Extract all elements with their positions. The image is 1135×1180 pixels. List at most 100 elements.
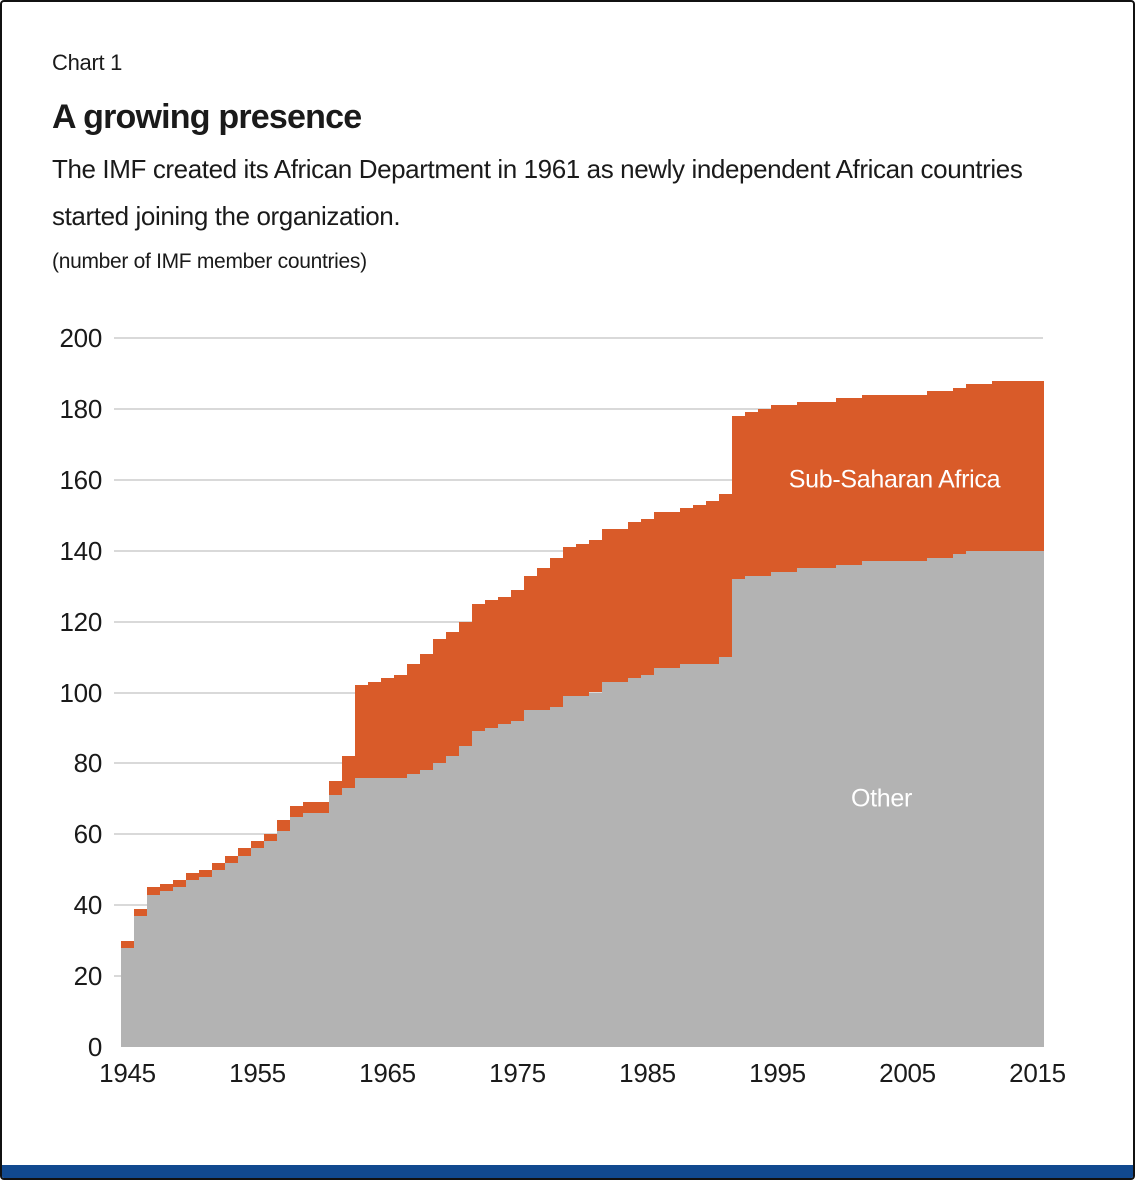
bar-1969-sub-saharan-africa — [433, 639, 446, 764]
bar-1954-sub-saharan-africa — [238, 848, 251, 856]
bar-1981-sub-saharan-africa — [589, 540, 602, 693]
bar-1995-other — [771, 571, 784, 1047]
bar-1951-other — [199, 876, 212, 1047]
bar-2014-sub-saharan-africa — [1018, 380, 1031, 551]
bar-1992-other — [732, 579, 745, 1047]
bar-1998-other — [810, 568, 823, 1047]
bar-1995-sub-saharan-africa — [771, 405, 784, 572]
y-tick-label-140: 140 — [59, 535, 103, 566]
bar-1951-sub-saharan-africa — [199, 869, 212, 877]
bar-1945-other — [121, 947, 134, 1047]
bar-1985-other — [641, 674, 654, 1047]
bar-2011-sub-saharan-africa — [979, 384, 992, 551]
bar-1971-other — [459, 745, 472, 1047]
bar-1977-other — [537, 710, 550, 1047]
bar-2003-sub-saharan-africa — [875, 394, 888, 562]
bar-1949-other — [173, 887, 186, 1047]
grid-line-160 — [114, 478, 1043, 481]
bar-1985-sub-saharan-africa — [641, 518, 654, 675]
bar-1978-other — [550, 706, 563, 1047]
bar-1979-other — [563, 696, 576, 1047]
bar-1948-sub-saharan-africa — [160, 883, 173, 891]
x-tick-label-1945: 1945 — [99, 1058, 156, 1088]
bar-1956-sub-saharan-africa — [264, 834, 277, 842]
bar-1974-other — [498, 724, 511, 1047]
y-tick-label-120: 120 — [59, 606, 103, 637]
chart-subtitle: The IMF created its African Department i… — [52, 154, 1023, 231]
y-tick-label-0: 0 — [87, 1032, 102, 1062]
bar-1952-sub-saharan-africa — [212, 862, 225, 870]
bar-1984-sub-saharan-africa — [628, 522, 641, 679]
bar-1992-sub-saharan-africa — [732, 415, 745, 580]
bar-1988-sub-saharan-africa — [680, 508, 693, 665]
bar-2010-other — [966, 550, 979, 1047]
y-tick-label-100: 100 — [59, 677, 103, 708]
bar-2003-other — [875, 561, 888, 1047]
bar-1974-sub-saharan-africa — [498, 596, 511, 725]
bar-2013-sub-saharan-africa — [1005, 380, 1018, 551]
bar-1999-sub-saharan-africa — [823, 401, 836, 569]
bar-2012-other — [992, 550, 1005, 1047]
bar-1987-other — [667, 667, 680, 1047]
bar-1976-sub-saharan-africa — [524, 575, 537, 711]
bar-1969-other — [433, 763, 446, 1047]
bar-2005-other — [901, 561, 914, 1047]
chart-number-label: Chart 1 — [52, 50, 123, 75]
bar-1990-other — [706, 664, 719, 1047]
x-tick-label-2015: 2015 — [1009, 1058, 1066, 1088]
bar-1960-other — [316, 813, 329, 1047]
bar-1980-other — [576, 696, 589, 1047]
bar-1947-sub-saharan-africa — [147, 887, 160, 895]
bar-1952-other — [212, 869, 225, 1047]
bar-1986-sub-saharan-africa — [654, 511, 667, 668]
bar-2015-other — [1031, 550, 1044, 1047]
bar-1955-other — [251, 848, 264, 1047]
grid-line-200 — [114, 337, 1043, 339]
y-tick-label-80: 80 — [73, 748, 103, 779]
bar-2006-other — [914, 561, 927, 1047]
bar-2014-other — [1018, 550, 1031, 1047]
bar-1970-other — [446, 756, 459, 1047]
bar-1945-sub-saharan-africa — [121, 940, 134, 948]
bar-1964-other — [368, 777, 381, 1047]
bar-1962-sub-saharan-africa — [342, 756, 355, 789]
bar-1978-sub-saharan-africa — [550, 557, 563, 707]
bar-1972-other — [472, 731, 485, 1047]
y-tick-label-180: 180 — [59, 393, 103, 424]
bar-1983-sub-saharan-africa — [615, 529, 628, 682]
bar-1975-sub-saharan-africa — [511, 589, 524, 721]
bar-1976-other — [524, 710, 537, 1047]
bar-1994-sub-saharan-africa — [758, 408, 771, 576]
bar-1950-other — [186, 880, 199, 1047]
bar-1997-other — [797, 568, 810, 1047]
bar-2008-sub-saharan-africa — [940, 391, 953, 558]
bar-1973-other — [485, 727, 498, 1047]
bar-1980-sub-saharan-africa — [576, 543, 589, 697]
bar-1946-other — [134, 915, 147, 1047]
bar-1967-sub-saharan-africa — [407, 664, 420, 775]
chart-title: A growing presence — [52, 98, 362, 136]
bar-2012-sub-saharan-africa — [992, 380, 1005, 551]
y-axis: 0 20 40 60 80 100 120 140 160 180 200 — [30, 324, 103, 1061]
bar-1953-other — [225, 862, 238, 1047]
bar-1996-other — [784, 571, 797, 1047]
bar-2010-sub-saharan-africa — [966, 384, 979, 551]
bar-1964-sub-saharan-africa — [368, 681, 381, 778]
bar-2001-sub-saharan-africa — [849, 398, 862, 565]
bar-1996-sub-saharan-africa — [784, 405, 797, 572]
bar-2000-other — [836, 564, 849, 1047]
y-tick-label-160: 160 — [59, 464, 103, 495]
bar-1993-other — [745, 575, 758, 1047]
bar-2007-other — [927, 557, 940, 1047]
bar-1958-sub-saharan-africa — [290, 805, 303, 817]
annotation-sub-saharan-africa-label: Sub-Saharan Africa — [788, 465, 1001, 494]
bar-2006-sub-saharan-africa — [914, 394, 927, 562]
bar-1994-other — [758, 575, 771, 1047]
x-axis: 1945 1955 1965 1975 1985 1995 2005 2015 — [99, 1058, 1066, 1088]
bar-2013-other — [1005, 550, 1018, 1047]
bar-1958-other — [290, 816, 303, 1047]
x-tick-label-1965: 1965 — [359, 1058, 416, 1088]
bar-1948-other — [160, 891, 173, 1047]
bar-1963-other — [355, 777, 368, 1047]
x-tick-label-1985: 1985 — [619, 1058, 676, 1088]
